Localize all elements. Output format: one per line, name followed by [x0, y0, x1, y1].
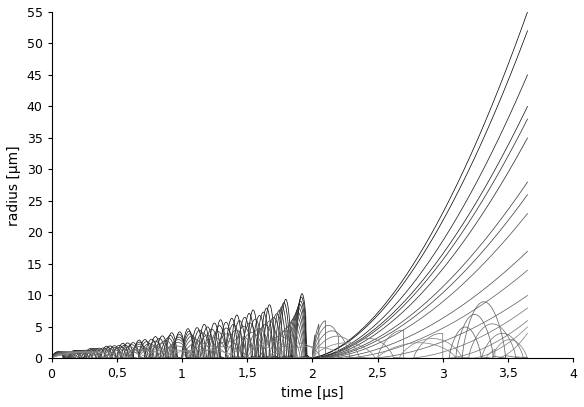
- Y-axis label: radius [μm]: radius [μm]: [7, 145, 21, 225]
- X-axis label: time [μs]: time [μs]: [281, 386, 343, 400]
